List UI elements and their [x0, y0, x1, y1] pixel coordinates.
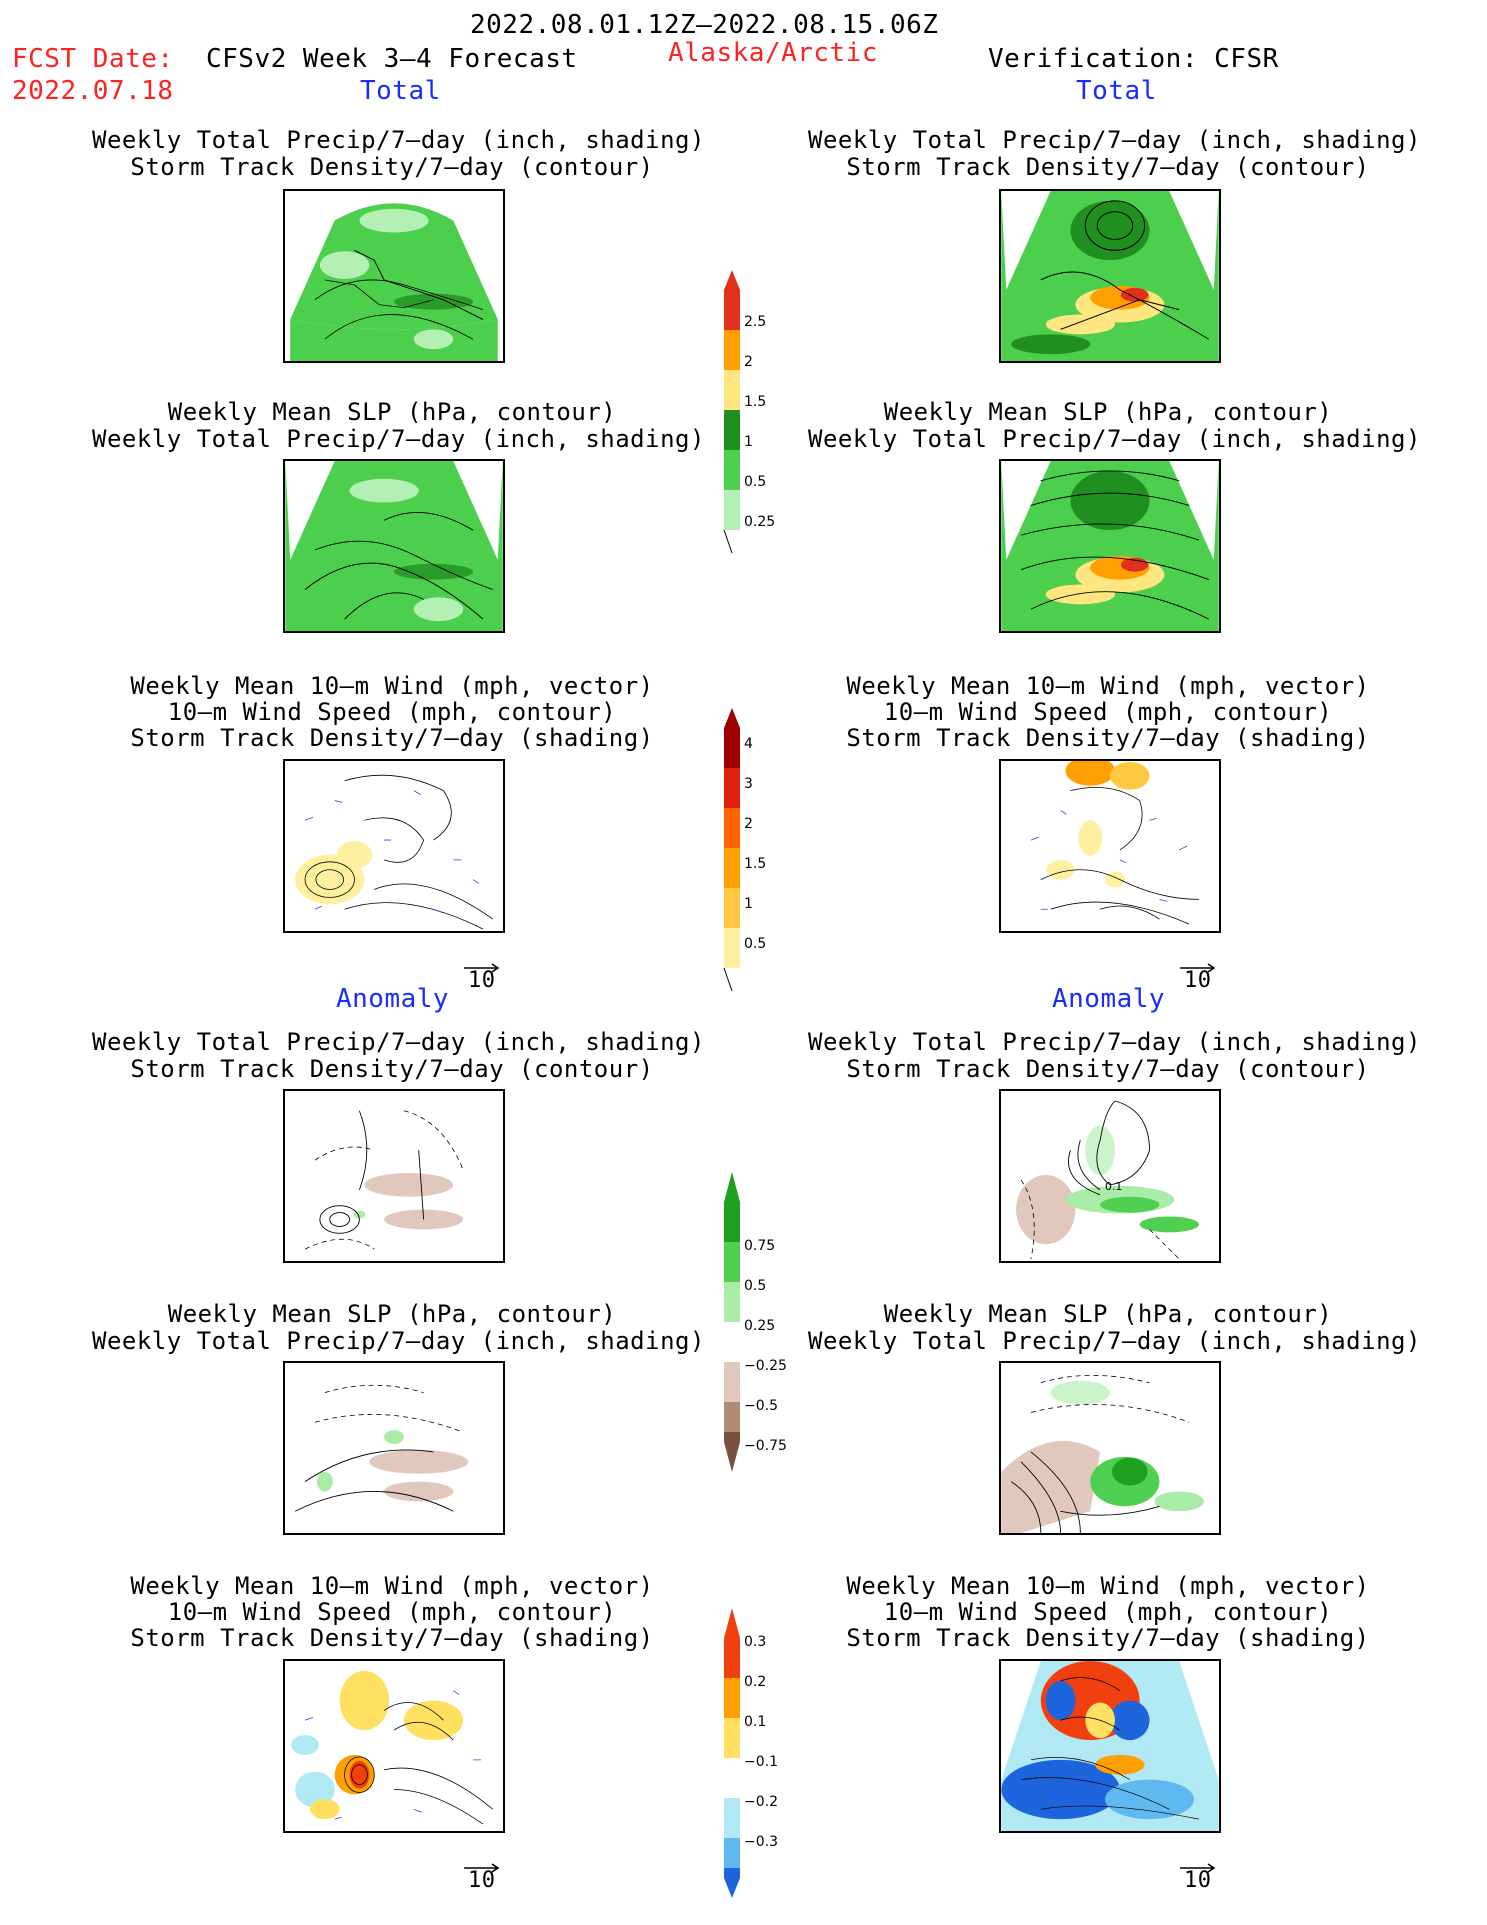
- map-forecast-precip-track: [283, 189, 505, 363]
- map-verification-wind: [999, 759, 1221, 933]
- map-forecast-slp-anomaly: [283, 1361, 505, 1535]
- cbar-label: 0.3: [744, 1634, 766, 1650]
- panel-title-l1-line1: Weekly Total Precip/7–day (inch, shading…: [92, 126, 705, 154]
- map-verification-slp-anomaly: [999, 1361, 1221, 1535]
- cbar-label: 4: [744, 736, 753, 752]
- panel-title-l6-line3: Storm Track Density/7–day (shading): [130, 1624, 654, 1652]
- cbar-label: −0.5: [744, 1398, 778, 1414]
- map-forecast-wind-anomaly: [283, 1659, 505, 1833]
- cbar-label: 0.5: [744, 1278, 766, 1294]
- cbar-label: 1: [744, 896, 753, 912]
- panel-title-r3-line3: Storm Track Density/7–day (shading): [846, 724, 1370, 752]
- cbar-label: 0.5: [744, 474, 766, 490]
- model-title: CFSv2 Week 3–4 Forecast: [206, 44, 578, 74]
- map-forecast-wind: [283, 759, 505, 933]
- map-verification-wind-anomaly: [999, 1659, 1221, 1833]
- colorbar-track-total: 4 3 2 1.5 1 0.5: [722, 706, 802, 1000]
- panel-title-l6-line2: 10–m Wind Speed (mph, contour): [167, 1598, 617, 1626]
- panel-title-r6-line1: Weekly Mean 10–m Wind (mph, vector): [846, 1572, 1370, 1600]
- map-verification-precip-track: [999, 189, 1221, 363]
- section-total-left: Total: [360, 76, 441, 106]
- cbar-label: 0.75: [744, 1238, 775, 1254]
- panel-title-l3-line2: 10–m Wind Speed (mph, contour): [167, 698, 617, 726]
- arrow-right-icon: [464, 1863, 500, 1873]
- panel-title-l5-line1: Weekly Mean SLP (hPa, contour): [167, 1300, 617, 1328]
- panel-title-l1-line2: Storm Track Density/7–day (contour): [130, 153, 654, 181]
- cbar-label: −0.1: [744, 1754, 778, 1770]
- panel-title-r3-line2: 10–m Wind Speed (mph, contour): [883, 698, 1333, 726]
- section-anomaly-left: Anomaly: [336, 984, 450, 1014]
- vector-ref-value: 10: [468, 1868, 496, 1893]
- colorbar-precip-total: 2.5 2 1.5 1 0.5 0.25: [722, 268, 802, 562]
- colorbar-precip-anomaly: 0.75 0.5 0.25 −0.25 −0.5 −0.75: [722, 1170, 812, 1472]
- colorbar-track-anomaly: 0.3 0.2 0.1 −0.1 −0.2 −0.3: [722, 1606, 812, 1900]
- section-anomaly-right: Anomaly: [1052, 984, 1166, 1014]
- vector-ref-r6: 10: [1178, 1858, 1218, 1892]
- contour-label: 0.1: [1105, 1180, 1122, 1193]
- vector-ref-value: 10: [1184, 1868, 1212, 1893]
- panel-title-l5-line2: Weekly Total Precip/7–day (inch, shading…: [92, 1327, 705, 1355]
- panel-title-l3-line3: Storm Track Density/7–day (shading): [130, 724, 654, 752]
- map-verification-precip-anomaly: 0.1: [999, 1089, 1221, 1263]
- arrow-right-icon: [464, 963, 500, 973]
- cbar-label: −0.75: [744, 1438, 787, 1454]
- cbar-label: −0.3: [744, 1834, 778, 1850]
- panel-title-r5-line2: Weekly Total Precip/7–day (inch, shading…: [808, 1327, 1421, 1355]
- panel-title-r2-line1: Weekly Mean SLP (hPa, contour): [883, 398, 1333, 426]
- panel-title-r1-line1: Weekly Total Precip/7–day (inch, shading…: [808, 126, 1421, 154]
- panel-title-l4-line1: Weekly Total Precip/7–day (inch, shading…: [92, 1028, 705, 1056]
- map-forecast-slp-precip: [283, 459, 505, 633]
- vector-ref-value: 10: [468, 968, 496, 993]
- cbar-label: 2: [744, 816, 753, 832]
- cbar-label: 0.25: [744, 514, 775, 530]
- vector-ref-l3: 10: [462, 958, 502, 992]
- panel-title-l6-line1: Weekly Mean 10–m Wind (mph, vector): [130, 1572, 654, 1600]
- panel-title-r6-line2: 10–m Wind Speed (mph, contour): [883, 1598, 1333, 1626]
- arrow-right-icon: [1180, 1863, 1216, 1873]
- panel-title-r4-line1: Weekly Total Precip/7–day (inch, shading…: [808, 1028, 1421, 1056]
- cbar-label: 3: [744, 776, 753, 792]
- vector-ref-r3: 10: [1178, 958, 1218, 992]
- fcst-date-value: 2022.07.18: [12, 76, 174, 106]
- cbar-label: 0.5: [744, 936, 766, 952]
- arrow-right-icon: [1180, 963, 1216, 973]
- panel-title-r4-line2: Storm Track Density/7–day (contour): [846, 1055, 1370, 1083]
- verification-title: Verification: CFSR: [988, 44, 1279, 74]
- panel-title-r5-line1: Weekly Mean SLP (hPa, contour): [883, 1300, 1333, 1328]
- panel-title-r3-line1: Weekly Mean 10–m Wind (mph, vector): [846, 672, 1370, 700]
- cbar-label: 0.2: [744, 1674, 766, 1690]
- panel-title-r6-line3: Storm Track Density/7–day (shading): [846, 1624, 1370, 1652]
- fcst-date-label: FCST Date:: [12, 44, 174, 74]
- cbar-label: −0.25: [744, 1358, 787, 1374]
- cbar-label: 1: [744, 434, 753, 450]
- cbar-label: 1.5: [744, 856, 766, 872]
- map-forecast-precip-anomaly: [283, 1089, 505, 1263]
- region-title: Alaska/Arctic: [668, 38, 878, 68]
- map-verification-slp-precip: [999, 459, 1221, 633]
- cbar-label: 2.5: [744, 314, 766, 330]
- cbar-label: 2: [744, 354, 753, 370]
- cbar-label: 0.1: [744, 1714, 766, 1730]
- cbar-label: 0.25: [744, 1318, 775, 1334]
- section-total-right: Total: [1076, 76, 1157, 106]
- vector-ref-l6: 10: [462, 1858, 502, 1892]
- panel-title-l2-line1: Weekly Mean SLP (hPa, contour): [167, 398, 617, 426]
- date-range-title: 2022.08.01.12Z–2022.08.15.06Z: [470, 10, 939, 40]
- panel-title-l2-line2: Weekly Total Precip/7–day (inch, shading…: [92, 425, 705, 453]
- cbar-label: 1.5: [744, 394, 766, 410]
- panel-title-r2-line2: Weekly Total Precip/7–day (inch, shading…: [808, 425, 1421, 453]
- panel-title-r1-line2: Storm Track Density/7–day (contour): [846, 153, 1370, 181]
- cbar-label: −0.2: [744, 1794, 778, 1810]
- panel-title-l4-line2: Storm Track Density/7–day (contour): [130, 1055, 654, 1083]
- panel-title-l3-line1: Weekly Mean 10–m Wind (mph, vector): [130, 672, 654, 700]
- vector-ref-value: 10: [1184, 968, 1212, 993]
